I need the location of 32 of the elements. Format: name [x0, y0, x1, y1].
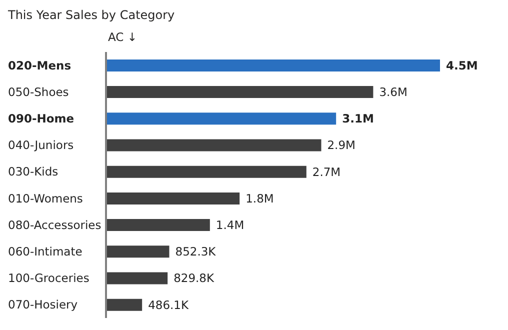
data-label: 3.6M: [379, 85, 408, 100]
y-tick-label: 100-Groceries: [8, 271, 90, 286]
data-label: 3.1M: [342, 112, 374, 126]
y-tick-label: 080-Accessories: [8, 218, 102, 232]
y-tick-label: 060-Intimate: [8, 244, 82, 258]
bar: [106, 112, 336, 125]
data-label: 852.3K: [175, 244, 216, 259]
bar: [106, 298, 142, 311]
bar: [106, 166, 306, 178]
bar: [106, 219, 210, 232]
data-label: 829.8K: [174, 271, 215, 286]
data-label: 2.7M: [312, 164, 341, 179]
bar: [106, 139, 322, 152]
bar: [106, 192, 240, 204]
y-tick-label: 050-Shoes: [8, 84, 69, 99]
y-tick-label: 030-Kids: [8, 164, 58, 179]
chart-title: This Year Sales by Category: [8, 8, 176, 22]
bar: [106, 59, 440, 72]
data-label: 1.4M: [216, 218, 244, 232]
y-tick-label: 010-Womens: [8, 191, 83, 206]
data-label: 1.8M: [246, 191, 274, 206]
data-label: 486.1K: [148, 298, 189, 312]
bar: [106, 246, 170, 258]
y-tick-label: 090-Home: [8, 112, 74, 126]
data-label: 4.5M: [446, 58, 478, 72]
y-tick-label: 020-Mens: [8, 58, 72, 72]
bar: [106, 272, 168, 284]
bar: [106, 86, 374, 98]
y-tick-label: 040-Juniors: [8, 138, 74, 152]
y-tick-label: 070-Hosiery: [8, 298, 78, 312]
data-label: 2.9M: [327, 138, 356, 152]
x-axis-title: AC ↓: [108, 30, 138, 44]
